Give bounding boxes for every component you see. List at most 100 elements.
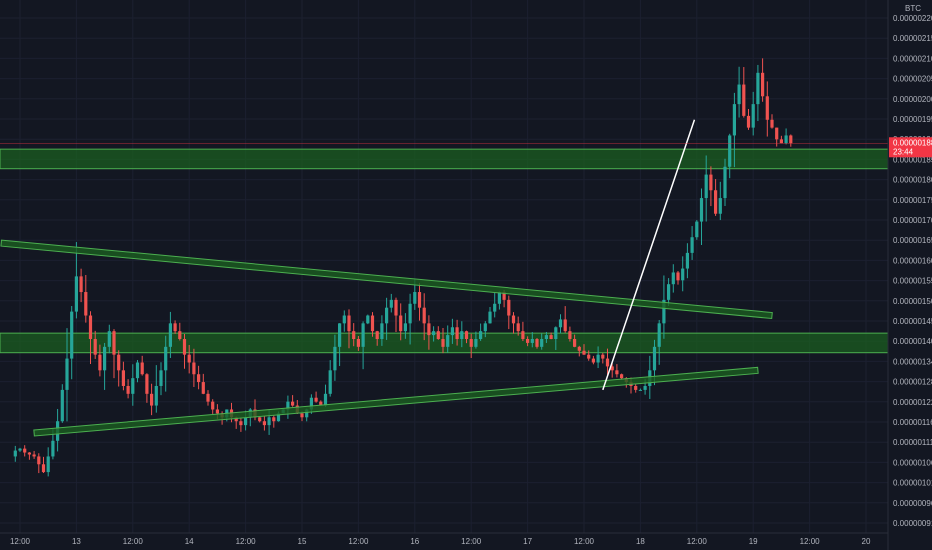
time-tick-label: 20 [862,537,871,546]
price-tick-label: 0.00000220 [893,14,932,23]
candle-body [450,327,454,336]
candle-body [150,393,154,406]
candle-body [314,397,318,402]
candle-body [309,397,313,410]
price-tick-label: 0.00000150 [893,297,932,306]
candle-body [667,284,671,300]
candle-body [511,315,516,324]
candle-body [79,276,83,293]
price-zone[interactable] [0,148,889,170]
candle-body [361,323,365,347]
candle-body [164,346,168,371]
candle-body [267,417,271,426]
candle-body [342,315,346,324]
quote-currency-label: BTC [905,4,921,13]
candlestick-series [13,58,793,477]
candle-body [605,358,610,367]
last-price-tag-background [889,137,932,158]
candle-body [338,323,342,347]
price-tick-label: 0.00000185 [893,155,932,164]
candle-body [37,456,41,465]
candle-body [239,421,243,426]
candle-body [446,335,450,347]
candle-body [765,96,769,120]
candle-body [244,417,248,426]
candle-body [770,119,774,128]
time-tick-label: 12:00 [123,537,144,546]
candle-body [300,413,304,418]
candle-body [93,339,97,355]
candle-body [540,339,544,347]
candle-body [709,174,713,191]
candle-body [211,401,215,410]
price-tick-label: 0.00000210 [893,54,932,63]
candle-body [173,323,177,332]
candle-body [399,315,403,332]
candle-body [258,417,262,422]
candle-body [13,450,17,457]
candle-body [328,370,332,394]
candle-body [117,354,121,371]
candle-body [112,331,116,355]
price-tick-label: 0.00000116 [893,418,932,427]
candle-body [154,385,158,406]
candle-body [690,237,694,253]
candle-body [638,389,642,391]
candle-body [742,84,746,116]
candle-body [182,339,187,355]
time-tick-label: 12:00 [10,537,31,546]
price-tick-label: 0.00000160 [893,256,932,265]
candle-body [432,331,436,336]
candle-body [657,323,661,347]
candle-body [596,354,600,363]
price-axis[interactable]: 0.00000220 0.00000215 0.00000210 0.00000205… [893,14,932,528]
candle-body [474,339,478,347]
time-tick-label: 12:00 [236,537,257,546]
candle-body [126,385,130,394]
candle-body [718,198,722,214]
candle-body [615,370,619,375]
last-price-label: 0.00000188 [893,138,932,147]
candle-body [272,417,276,422]
price-tick-label: 0.00000106 [893,458,932,467]
candle-body [732,104,736,136]
trendlines[interactable] [0,119,773,437]
price-tick-label: 0.00000215 [893,34,932,43]
candle-body [699,198,704,222]
trend-line[interactable] [602,119,696,391]
candle-body [333,346,337,371]
candle-body [671,272,675,285]
candle-body [41,464,46,473]
time-tick-label: 19 [749,537,758,546]
candle-body [305,409,309,418]
candle-body [234,417,238,422]
candle-body [417,292,422,308]
last-price-tag: 0.00000188 23:44 [889,137,932,158]
trend-channel[interactable] [0,239,773,320]
candle-body [737,84,741,105]
candle-body [746,115,751,128]
candle-body [591,358,595,363]
candle-body [422,307,426,324]
price-tick-label: 0.00000145 [893,317,932,326]
candle-body [98,354,102,371]
candle-body [389,299,393,308]
candle-body [479,331,483,340]
candle-body [643,385,647,390]
time-axis[interactable]: 12:00 13 12:00 14 12:00 15 12:00 16 12:00 17 12:00… [10,537,871,546]
candle-body [756,72,760,105]
candle-body [201,382,205,394]
trend-channel[interactable] [33,366,759,437]
candle-body [74,276,78,312]
price-tick-label: 0.00000122 [893,398,932,407]
candle-body [375,331,379,340]
price-tick-label: 0.00000140 [893,337,932,346]
candle-body [610,366,614,371]
candle-body [601,354,605,359]
candle-body [662,299,666,324]
price-axis-background [888,0,932,550]
candle-body [554,327,558,340]
candle-body [352,331,356,340]
